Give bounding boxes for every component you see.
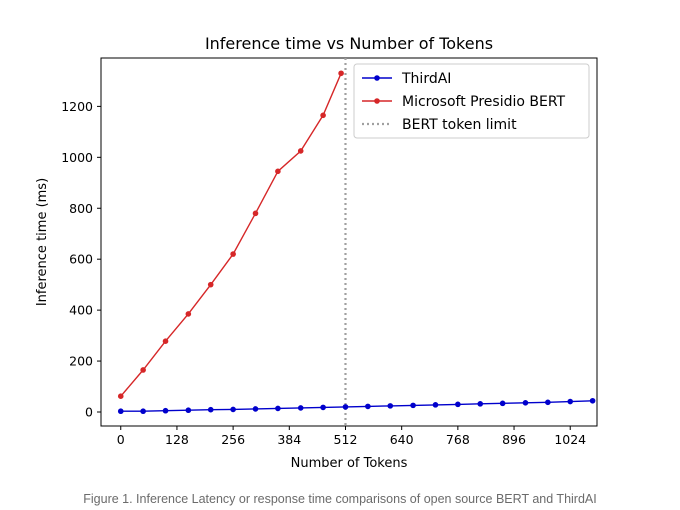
plot-frame [100,57,598,427]
y-axis-label: Inference time (ms) [35,178,50,306]
y-axis: 0 200 400 600 800 1000 1200 [61,99,101,419]
data-point [162,338,169,344]
legend-box [353,63,590,139]
data-point [320,112,326,119]
y-tick-label: 1200 [61,99,93,114]
data-point [342,404,349,410]
y-tick-label: 1000 [61,150,93,165]
x-tick-label: 256 [221,432,245,447]
data-point [297,405,304,411]
data-point [522,400,529,406]
series-2 [117,70,344,400]
x-axis-label: Number of Tokens [291,456,408,471]
data-point [252,210,259,217]
series-line [120,73,342,397]
y-tick-label: 0 [85,404,93,419]
series-1 [117,397,596,415]
line-chart: Inference time vs Number of Tokens 0 128 2… [35,34,598,471]
legend-label: ThirdAI [401,71,451,87]
data-point [207,281,214,288]
y-tick-label: 800 [69,201,93,216]
data-point [230,251,236,257]
data-point [387,403,394,409]
data-point [275,168,281,175]
x-tick-label: 384 [277,432,301,447]
data-point [338,70,344,77]
data-point [207,406,214,413]
data-point [140,408,146,415]
y-tick-label: 400 [69,303,93,318]
data-point [567,398,574,405]
x-axis: 0 128 256 384 512 640 768 896 1024 [117,426,586,447]
data-point [410,402,416,409]
data-point [185,311,192,317]
y-tick-label: 600 [69,252,93,267]
data-point [117,408,124,415]
chart-title: Inference time vs Number of Tokens [205,34,493,53]
data-point [297,148,304,154]
data-point [162,407,169,414]
x-tick-label: 1024 [554,432,586,447]
data-point [545,399,551,406]
data-point [140,367,146,373]
x-tick-label: 0 [117,432,125,447]
legend-label: BERT token limit [402,117,517,133]
x-tick-label: 640 [390,432,414,447]
data-point [455,401,461,408]
data-point [477,401,484,407]
data-point [432,402,439,408]
data-point [589,397,596,404]
legend: ThirdAI Microsoft Presidio BERT BERT token… [353,63,590,139]
x-tick-label: 896 [502,432,526,447]
x-tick-label: 128 [165,432,189,447]
legend-marker [374,75,380,81]
series-layer [117,70,596,415]
y-tick-label: 200 [69,354,93,369]
data-point [320,404,326,411]
x-tick-label: 512 [334,432,358,447]
data-point [365,403,371,410]
data-point [185,407,192,414]
legend-label: Microsoft Presidio BERT [402,94,566,110]
figure-caption: Figure 1. Inference Latency or response … [83,492,597,506]
data-point [499,400,506,407]
data-point [252,406,259,412]
data-point [275,405,281,412]
data-point [230,406,236,413]
series-line [120,400,593,412]
data-point [117,393,124,400]
legend-marker [374,98,380,104]
x-tick-label: 768 [446,432,470,447]
